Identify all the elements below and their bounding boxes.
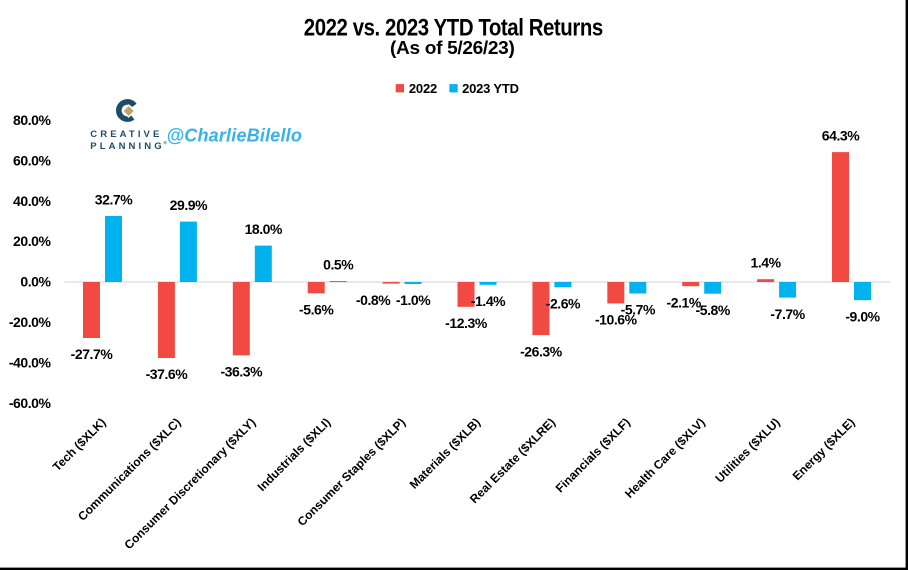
svg-text:-2.1%: -2.1%: [667, 294, 702, 310]
svg-text:20.0%: 20.0%: [13, 233, 51, 249]
svg-text:-37.6%: -37.6%: [146, 366, 189, 382]
svg-text:1.4%: 1.4%: [751, 255, 782, 271]
svg-text:-0.8%: -0.8%: [356, 292, 391, 308]
svg-text:-1.0%: -1.0%: [396, 292, 431, 308]
svg-text:0.0%: 0.0%: [20, 274, 51, 290]
svg-text:(As of 5/26/23): (As of 5/26/23): [390, 38, 515, 58]
svg-text:PLANNING: PLANNING: [90, 141, 164, 152]
svg-text:-1.4%: -1.4%: [471, 293, 506, 309]
svg-text:-5.6%: -5.6%: [299, 302, 334, 318]
svg-text:2022: 2022: [409, 81, 437, 96]
svg-text:-40.0%: -40.0%: [9, 354, 52, 370]
svg-text:40.0%: 40.0%: [13, 193, 51, 209]
svg-text:-36.3%: -36.3%: [220, 364, 263, 380]
svg-text:2023 YTD: 2023 YTD: [462, 81, 519, 96]
svg-text:-27.7%: -27.7%: [71, 346, 114, 362]
svg-text:-9.0%: -9.0%: [845, 308, 880, 324]
svg-text:CREATIVE: CREATIVE: [90, 129, 162, 140]
svg-text:64.3%: 64.3%: [822, 128, 860, 144]
svg-text:®: ®: [164, 140, 168, 146]
svg-text:-5.8%: -5.8%: [696, 302, 731, 318]
svg-text:-2.6%: -2.6%: [546, 296, 581, 312]
svg-text:-20.0%: -20.0%: [9, 314, 52, 330]
svg-text:60.0%: 60.0%: [13, 152, 51, 168]
svg-text:80.0%: 80.0%: [13, 112, 51, 128]
svg-text:-5.7%: -5.7%: [621, 302, 656, 318]
svg-text:-60.0%: -60.0%: [9, 395, 52, 411]
svg-text:-7.7%: -7.7%: [770, 306, 805, 322]
svg-text:0.5%: 0.5%: [323, 257, 354, 273]
svg-text:-12.3%: -12.3%: [445, 315, 488, 331]
svg-text:18.0%: 18.0%: [245, 221, 283, 237]
svg-text:@CharlieBilello: @CharlieBilello: [167, 126, 303, 146]
svg-text:32.7%: 32.7%: [95, 191, 133, 207]
svg-text:-10.6%: -10.6%: [595, 312, 638, 328]
svg-text:29.9%: 29.9%: [170, 197, 208, 213]
svg-text:-26.3%: -26.3%: [520, 343, 563, 359]
svg-text:2022 vs. 2023 YTD Total Return: 2022 vs. 2023 YTD Total Returns: [304, 15, 603, 42]
